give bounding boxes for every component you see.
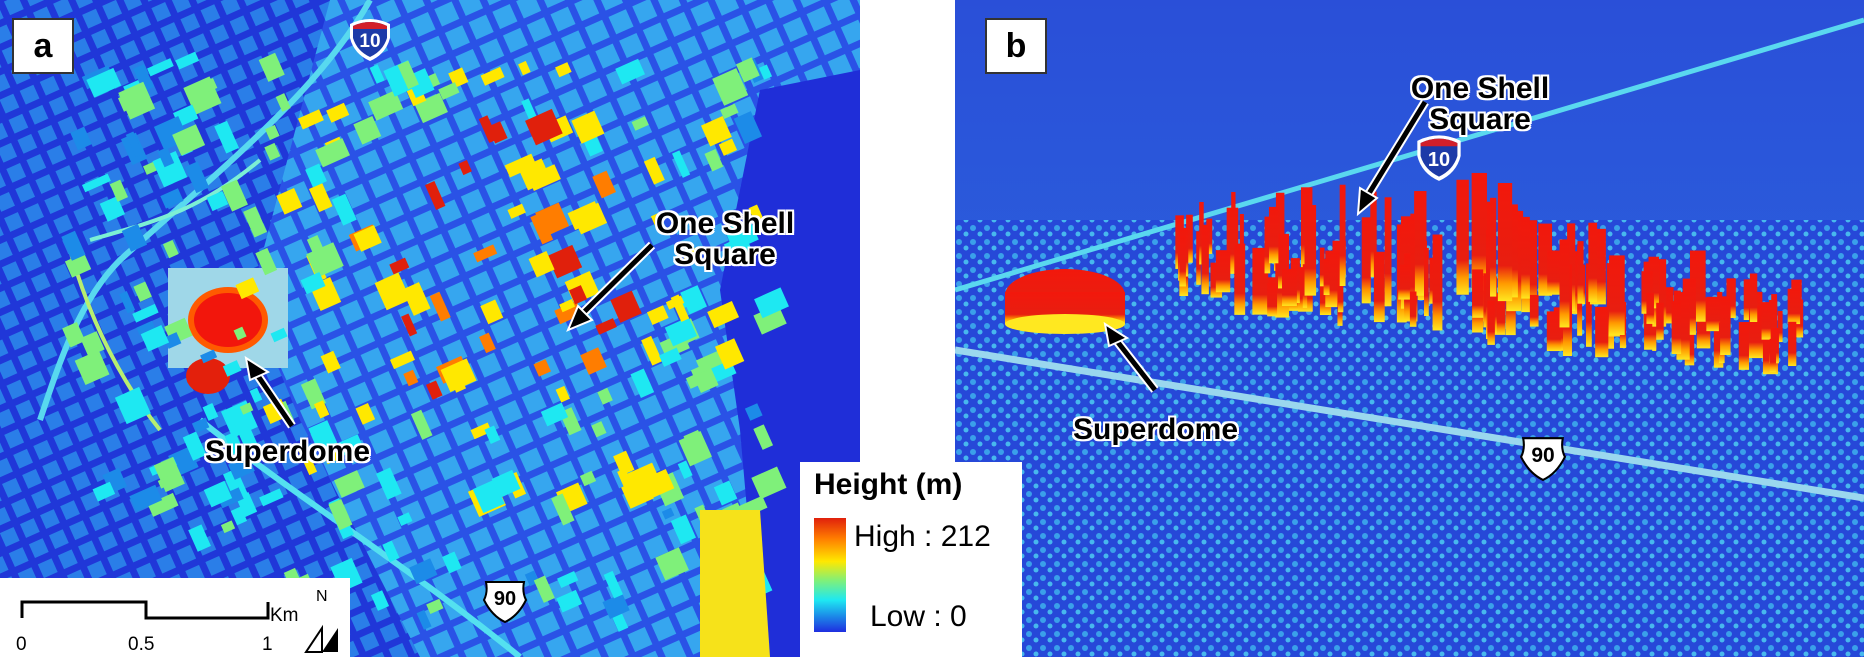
one-shell-line2-b: Square <box>1429 103 1531 136</box>
us-90-shield: 90 <box>482 578 528 624</box>
legend-high-label: High : 212 <box>854 520 991 553</box>
scale-bar: 0 0.5 1 Km N <box>0 578 350 657</box>
legend-color-ramp <box>814 518 846 632</box>
annotation-arrows-b <box>1103 99 1429 393</box>
us-90-shield-b: 90 <box>1519 434 1567 482</box>
panel-label-a: a <box>12 18 74 74</box>
legend-low-label: Low : 0 <box>870 600 967 633</box>
building-columns-b <box>1175 172 1804 375</box>
interstate-number: 10 <box>359 31 381 52</box>
scale-bar-graphic <box>20 600 338 653</box>
height-legend: Height (m) High : 212 Low : 0 <box>800 462 1022 657</box>
scale-tick-0: 0 <box>16 634 27 655</box>
us-route-number: 90 <box>493 588 517 610</box>
map-panel-a: a 10 90 Superdome One Shell Square <box>0 0 860 657</box>
height-map-plan-view <box>0 0 860 657</box>
panel-label-b: b <box>985 18 1047 74</box>
interstate-number-b: 10 <box>1427 149 1451 171</box>
one-shell-square-label-b: One Shell Square <box>1405 73 1555 135</box>
map-panel-b: b 10 90 Superdome One Shell Square <box>955 0 1864 657</box>
superdome-label-a: Superdome <box>205 435 371 468</box>
superdome-label-b: Superdome <box>1073 413 1239 446</box>
superdome-arrow-a <box>244 241 656 429</box>
one-shell-square-label-a: One Shell Square <box>650 208 800 270</box>
building-blocks-a <box>61 51 789 632</box>
one-shell-line1-b: One Shell <box>1410 72 1550 105</box>
scale-tick-1: 1 <box>262 634 273 655</box>
north-arrow-label: N <box>316 588 328 605</box>
one-shell-line1: One Shell <box>655 207 795 240</box>
interstate-10-shield: 10 <box>348 14 392 62</box>
us-route-number-b: 90 <box>1531 444 1555 467</box>
one-shell-line2: Square <box>674 238 776 271</box>
interstate-10-shield-b: 10 <box>1415 130 1463 182</box>
scale-unit: Km <box>270 605 299 626</box>
legend-title: Height (m) <box>814 468 963 501</box>
scale-tick-05: 0.5 <box>128 634 155 655</box>
